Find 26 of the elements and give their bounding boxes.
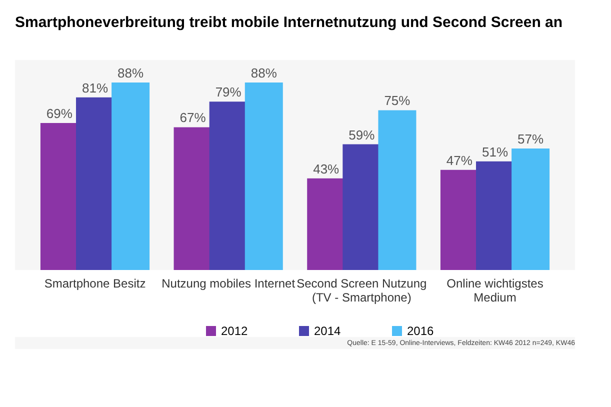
- x-tick-label: Second Screen Nutzung (TV - Smartphone): [296, 276, 427, 304]
- bar: [378, 110, 416, 270]
- data-label: 88%: [250, 66, 278, 80]
- bar: [512, 148, 550, 270]
- bar: [476, 161, 514, 270]
- data-label: 88%: [118, 66, 144, 80]
- bar: [76, 97, 114, 270]
- x-tick-label: Nutzung mobiles Internet: [162, 276, 296, 290]
- data-label: 75%: [384, 93, 411, 108]
- data-label: 59%: [348, 127, 376, 142]
- data-label: 81%: [82, 80, 108, 96]
- data-label: 47%: [446, 152, 473, 168]
- bar: [112, 82, 150, 270]
- bar: [244, 82, 283, 270]
- data-label: 69%: [46, 106, 73, 121]
- legend-label: 2012: [221, 324, 248, 338]
- legend-label: 2014: [314, 324, 342, 338]
- x-tick-label: Smartphone Besitz: [44, 276, 146, 290]
- chart-title: Smartphoneverbreitung treibt mobile Internetnutzung und Second Screen an: [15, 14, 563, 31]
- x-tick-label: Online wichtigstes Medium: [446, 276, 544, 304]
- data-label: 79%: [215, 84, 242, 100]
- data-label: 67%: [180, 110, 206, 126]
- data-label: 43%: [313, 161, 340, 176]
- legend-label: 2016: [407, 324, 434, 338]
- data-label: 57%: [518, 132, 544, 147]
- data-label: 51%: [482, 144, 508, 160]
